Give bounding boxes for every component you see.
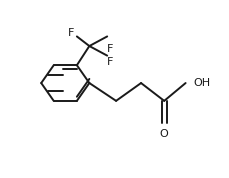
Text: OH: OH <box>193 78 210 88</box>
Text: O: O <box>159 129 168 139</box>
Text: F: F <box>68 28 74 38</box>
Text: F: F <box>107 44 113 54</box>
Text: F: F <box>107 57 113 67</box>
